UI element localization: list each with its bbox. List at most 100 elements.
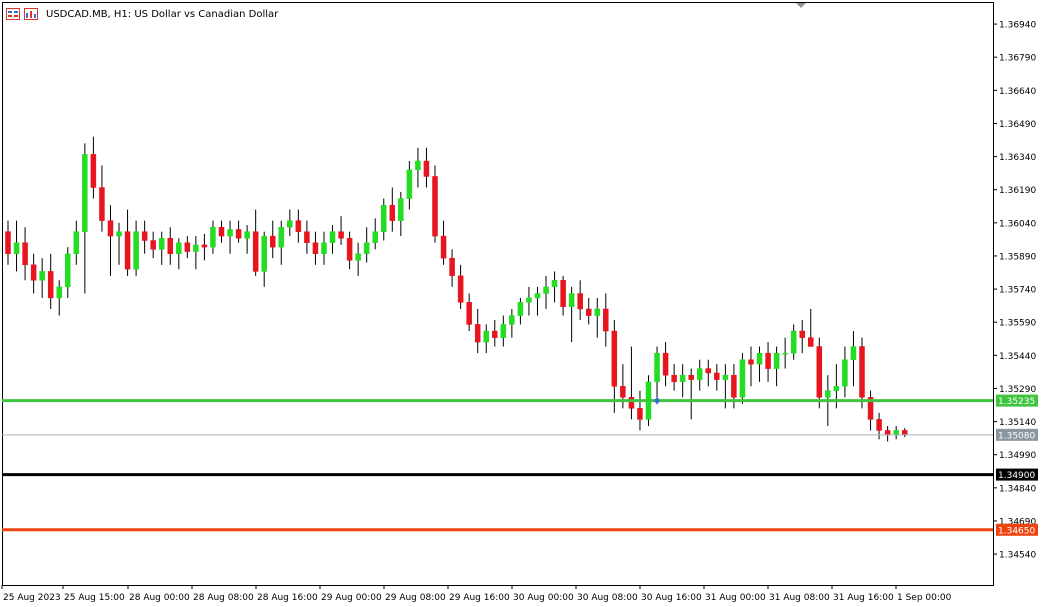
candle-bullish: [329, 231, 336, 243]
candle-bearish: [466, 302, 472, 325]
x-axis-tick-label: 28 Aug 08:00: [193, 593, 254, 603]
y-axis-tick-label: 1.36340: [999, 153, 1036, 163]
candle-bullish: [158, 238, 165, 250]
candle-bearish: [107, 220, 114, 237]
candle-bullish: [372, 231, 378, 243]
candle-bullish: [543, 286, 549, 294]
candle-bullish: [500, 324, 507, 338]
candle-bearish: [876, 419, 882, 431]
candle-bullish: [355, 253, 361, 261]
candle-bullish: [65, 253, 71, 288]
candle-bullish: [568, 293, 575, 307]
candle-bullish: [893, 430, 899, 436]
candle-bearish: [637, 408, 643, 420]
candle-bearish: [620, 386, 626, 398]
candle-bullish: [739, 359, 746, 398]
y-axis-tick-label: 1.36490: [999, 120, 1036, 130]
plot-frame: [2, 2, 994, 586]
candle-bearish: [432, 176, 438, 237]
candle-bullish: [782, 352, 788, 355]
candle-bearish: [295, 220, 302, 232]
x-axis-tick-label: 28 Aug 00:00: [129, 593, 190, 603]
candle-bullish: [679, 374, 686, 383]
y-axis-tick-label: 1.34840: [999, 484, 1036, 494]
candle-bearish: [252, 231, 259, 272]
candle-bullish: [517, 302, 524, 316]
candle-bearish: [688, 374, 694, 380]
candle-bearish: [662, 352, 669, 376]
candle-bullish: [722, 374, 729, 380]
candle-bearish: [474, 324, 481, 343]
candle-bullish: [825, 390, 831, 398]
candle-bearish: [901, 430, 908, 436]
candle-bullish: [287, 220, 293, 228]
chart-title: USDCAD.MB, H1: US Dollar vs Canadian Dol…: [46, 9, 278, 20]
candle-bullish: [696, 368, 703, 380]
candle-bearish: [731, 374, 737, 398]
candle-bullish: [551, 280, 558, 288]
y-axis-tick-label: 1.35440: [999, 352, 1036, 362]
candle-bullish: [73, 231, 80, 255]
candle-bearish: [30, 264, 37, 281]
candle-bullish: [56, 286, 62, 299]
candle-bearish: [22, 242, 28, 266]
level-price-label: 1.34650: [998, 526, 1035, 536]
level-price-tag: [996, 468, 1038, 481]
x-axis-tick-label: 28 Aug 16:00: [257, 593, 318, 603]
candle-bullish: [398, 198, 404, 221]
candle-bullish: [363, 242, 370, 254]
chart-window-icon[interactable]: [6, 8, 20, 20]
candle-bearish: [5, 231, 11, 255]
candle-bullish: [261, 235, 267, 272]
x-axis-tick-label: 30 Aug 16:00: [641, 593, 702, 603]
candle-bearish: [304, 231, 310, 243]
candle-bullish: [227, 229, 233, 237]
chart-properties-icon[interactable]: [24, 8, 38, 20]
candle-bullish: [39, 271, 45, 281]
candle-bullish: [833, 386, 840, 391]
candle-bearish: [99, 187, 105, 221]
candle-bearish: [235, 229, 242, 239]
level-price-label: 1.35235: [998, 397, 1035, 407]
chart-description: US Dollar vs Canadian Dollar: [134, 8, 279, 20]
candle-bearish: [346, 238, 353, 261]
candle-bullish: [756, 352, 763, 365]
y-axis-tick-label: 1.34540: [999, 551, 1036, 561]
x-axis-tick-label: 29 Aug 08:00: [385, 593, 446, 603]
x-axis-tick-label: 31 Aug 16:00: [833, 593, 894, 603]
candle-bearish: [577, 293, 583, 310]
candle-bearish: [338, 231, 344, 239]
candle-bearish: [423, 160, 430, 177]
y-axis-tick-label: 1.36040: [999, 219, 1036, 229]
x-axis-tick-label: 30 Aug 08:00: [577, 593, 638, 603]
candle-bullish: [82, 154, 88, 232]
candle-bullish: [176, 242, 182, 254]
level-price-tag: [996, 394, 1038, 407]
chart-shift-marker[interactable]: [796, 3, 806, 8]
candle-bullish: [193, 244, 199, 252]
candle-bearish: [184, 242, 191, 252]
candle-bullish: [654, 352, 660, 383]
x-axis-tick-label: 25 Aug 15:00: [64, 593, 125, 603]
y-axis-tick-label: 1.35740: [999, 286, 1036, 296]
y-axis-tick-label: 1.35290: [999, 385, 1036, 395]
candle-bullish: [406, 169, 413, 199]
level-price-label: 1.34900: [998, 471, 1035, 481]
current-price-tag: [996, 428, 1038, 441]
trade-marker-icon[interactable]: [654, 396, 661, 405]
candle-bullish: [321, 242, 327, 254]
current-price-label: 1.35080: [998, 431, 1035, 441]
candle-bearish: [884, 430, 891, 436]
y-axis-tick-label: 1.35140: [999, 418, 1036, 428]
candle-bullish: [116, 231, 122, 237]
candle-bearish: [440, 235, 447, 259]
candle-bullish: [594, 308, 601, 316]
candle-bearish: [269, 235, 276, 248]
candle-bullish: [278, 227, 285, 248]
candle-bearish: [90, 154, 97, 188]
candle-bearish: [714, 372, 720, 380]
candle-bullish: [415, 160, 421, 171]
candle-bearish: [671, 374, 677, 383]
